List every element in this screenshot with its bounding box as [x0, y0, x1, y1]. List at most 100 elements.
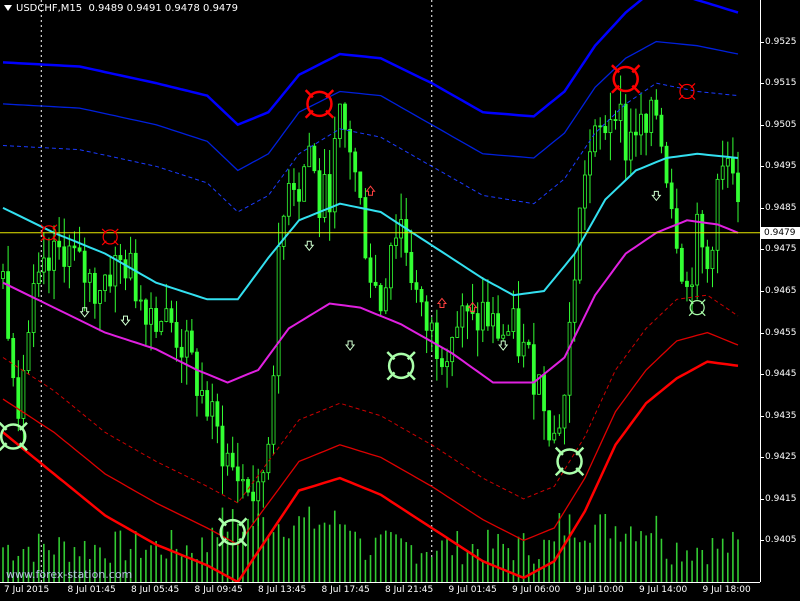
- candle-body: [608, 119, 613, 134]
- price-tick-label: 0.9435: [765, 410, 797, 421]
- buy-signal-marker-tick: [18, 421, 28, 431]
- price-tick-label: 0.9475: [765, 244, 797, 255]
- buy-signal-marker: [387, 352, 415, 380]
- sell-signal-marker-tick: [678, 82, 684, 89]
- candle-body: [41, 257, 46, 273]
- price-axis[interactable]: 0.9525 0.9515 0.9505 0.9495 0.9485 0.9475 0.94…: [760, 0, 800, 582]
- current-price-label: 0.9479: [761, 226, 800, 239]
- candle-body: [62, 246, 67, 267]
- buy-signal-marker-tick: [575, 467, 585, 477]
- sell-signal-marker-tick: [678, 94, 684, 100]
- candle-body: [419, 289, 424, 303]
- time-tick-label: 7 Jul 2015: [4, 585, 50, 595]
- small-arrow-down-icon: [651, 190, 662, 202]
- candle-body: [491, 313, 495, 327]
- candle-body: [649, 99, 654, 133]
- sell-signal-marker-tick: [40, 224, 46, 230]
- price-tick-mark: [760, 540, 764, 542]
- price-tick-label: 0.9405: [765, 535, 797, 546]
- candle-body: [266, 443, 271, 474]
- candle-body: [47, 257, 51, 271]
- candle-body: [440, 358, 444, 368]
- candle-body: [450, 336, 455, 363]
- candle-body: [373, 281, 378, 286]
- candle-body: [67, 245, 72, 267]
- sell-signal-marker-tick: [690, 82, 696, 89]
- sell-signal-marker-tick: [52, 224, 58, 230]
- buy-signal-marker-tick: [700, 311, 706, 317]
- small-arrow-up-icon: [467, 301, 478, 313]
- sell-signal-marker-tick: [52, 236, 58, 242]
- small-arrow-down-icon: [304, 240, 315, 252]
- candle-body: [639, 113, 643, 136]
- candle-body: [414, 282, 419, 290]
- price-tick-mark: [760, 166, 764, 168]
- candle-body: [710, 249, 715, 270]
- candle-body: [368, 257, 373, 283]
- buy-signal-marker-tick: [688, 299, 694, 305]
- price-tick-mark: [760, 415, 764, 417]
- candle-body: [603, 126, 608, 134]
- buy-signal-marker-tick: [700, 299, 706, 305]
- buy-signal-marker: [689, 300, 705, 316]
- time-tick-label: 9 Jul 01:45: [448, 585, 497, 595]
- small-arrow-down-icon: [79, 307, 90, 318]
- candle-body: [613, 119, 618, 121]
- price-tick-mark: [760, 332, 764, 334]
- small-arrow-up-icon: [436, 297, 447, 308]
- time-tick-label: 8 Jul 21:45: [385, 585, 434, 595]
- candle-body: [200, 390, 204, 396]
- candle-body: [434, 322, 439, 359]
- candle-body: [383, 287, 388, 312]
- candle-body: [598, 125, 603, 128]
- price-tick-mark: [760, 83, 764, 85]
- sell-signal-marker: [41, 225, 57, 241]
- candle-body: [52, 240, 56, 271]
- sell-signal-marker: [612, 65, 639, 93]
- candle-body: [98, 290, 102, 304]
- sell-signal-marker-tick: [325, 89, 335, 99]
- buy-signal-marker-tick: [238, 537, 248, 547]
- sell-signal-marker-tick: [113, 240, 119, 246]
- candle-body: [628, 131, 633, 161]
- candle-body: [690, 284, 694, 287]
- candle-body: [235, 466, 240, 482]
- candle-body: [526, 341, 531, 346]
- price-chart[interactable]: USDCHF,M15 0.9489 0.9491 0.9478 0.9479 w…: [0, 0, 760, 584]
- sell-signal-marker: [679, 83, 695, 100]
- candle-body: [292, 183, 296, 190]
- time-tick-label: 8 Jul 13:45: [258, 585, 307, 595]
- candle-body: [685, 280, 689, 287]
- price-tick-label: 0.9425: [765, 452, 797, 463]
- indicator-line: [2, 40, 739, 172]
- price-tick-label: 0.9465: [765, 286, 797, 296]
- time-tick-label: 9 Jul 18:00: [702, 585, 751, 595]
- candle-body: [394, 237, 398, 246]
- buy-signal-marker-tick: [386, 371, 396, 381]
- buy-signal-marker: [556, 448, 583, 475]
- candle-body: [567, 321, 572, 396]
- price-tick-mark: [760, 249, 764, 251]
- candle-body: [511, 308, 516, 332]
- candle-body: [82, 250, 87, 283]
- candle-body: [572, 279, 577, 323]
- price-tick-label: 0.9445: [765, 369, 797, 380]
- indicator-line: [2, 152, 739, 301]
- candle-body: [77, 247, 82, 252]
- candle-body: [108, 274, 113, 287]
- time-axis[interactable]: 7 Jul 2015 8 Jul 01:45 8 Jul 05:45 8 Jul 09…: [0, 582, 760, 601]
- candle-body: [588, 151, 592, 176]
- candle-body: [424, 301, 429, 331]
- candle-body: [562, 394, 567, 429]
- candle-body: [317, 170, 322, 218]
- candle-body: [246, 479, 250, 493]
- candle-body: [644, 113, 649, 133]
- candle-body: [16, 377, 21, 419]
- candle-body: [593, 125, 597, 153]
- sell-signal-marker-tick: [101, 228, 107, 234]
- candle-body: [705, 246, 710, 270]
- candle-body: [501, 334, 506, 339]
- time-tick-label: 9 Jul 10:00: [575, 585, 624, 595]
- collapse-triangle-icon[interactable]: [4, 5, 12, 11]
- candle-body: [195, 351, 199, 396]
